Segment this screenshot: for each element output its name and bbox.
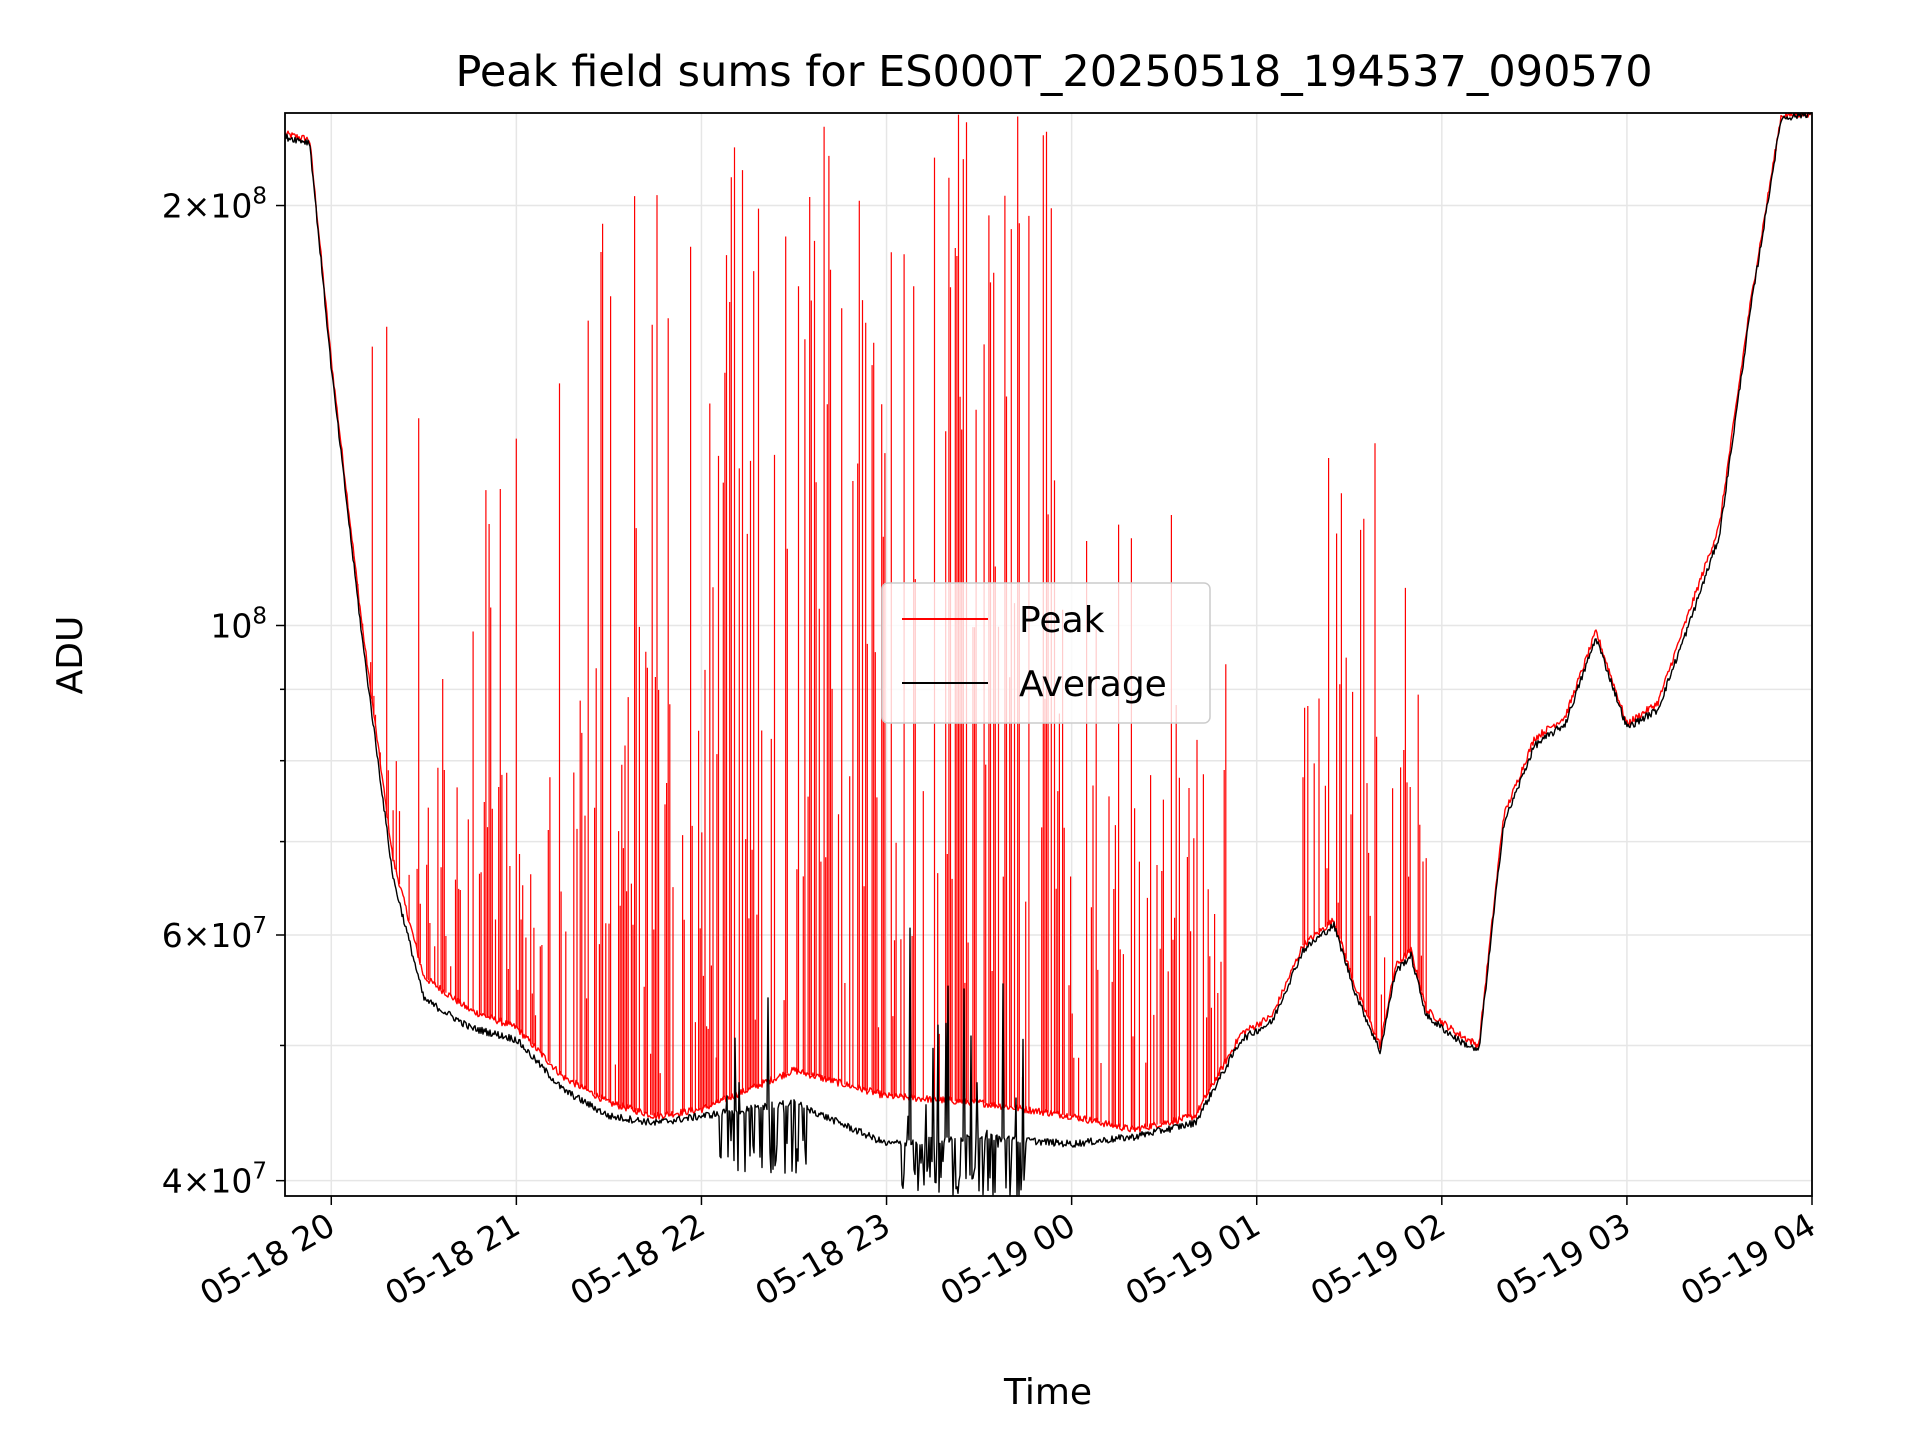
y-tick-label: 4×107 <box>162 1159 267 1201</box>
y-axis: 4×107 6×107 108 2×108 <box>162 184 285 1201</box>
legend-average-label: Average <box>1019 664 1167 705</box>
peak-spike-burst <box>1055 515 1227 1130</box>
y-tick-label: 108 <box>210 603 267 645</box>
y-tick-label: 2×108 <box>162 184 267 226</box>
x-axis-label: Time <box>1003 1372 1092 1413</box>
peak-spike-burst <box>565 195 717 1116</box>
chart-title: Peak field sums for ES000T_20250518_1945… <box>455 47 1652 97</box>
series-layer <box>284 112 1812 1197</box>
series-peak <box>284 112 1812 1133</box>
series-line-average <box>284 112 1812 1197</box>
axes-frame <box>284 112 1813 1197</box>
y-tick-label: 6×107 <box>162 913 267 955</box>
series-average <box>284 112 1812 1197</box>
legend-peak-label: Peak <box>1019 600 1105 641</box>
peak-spike-burst <box>357 326 562 1075</box>
peak-spike-burst <box>1302 443 1427 1039</box>
peak-spike-burst <box>716 114 1056 1114</box>
y-axis-label: ADU <box>50 616 91 695</box>
series-line-peak <box>284 112 1812 1133</box>
legend: Peak Average <box>881 582 1211 724</box>
